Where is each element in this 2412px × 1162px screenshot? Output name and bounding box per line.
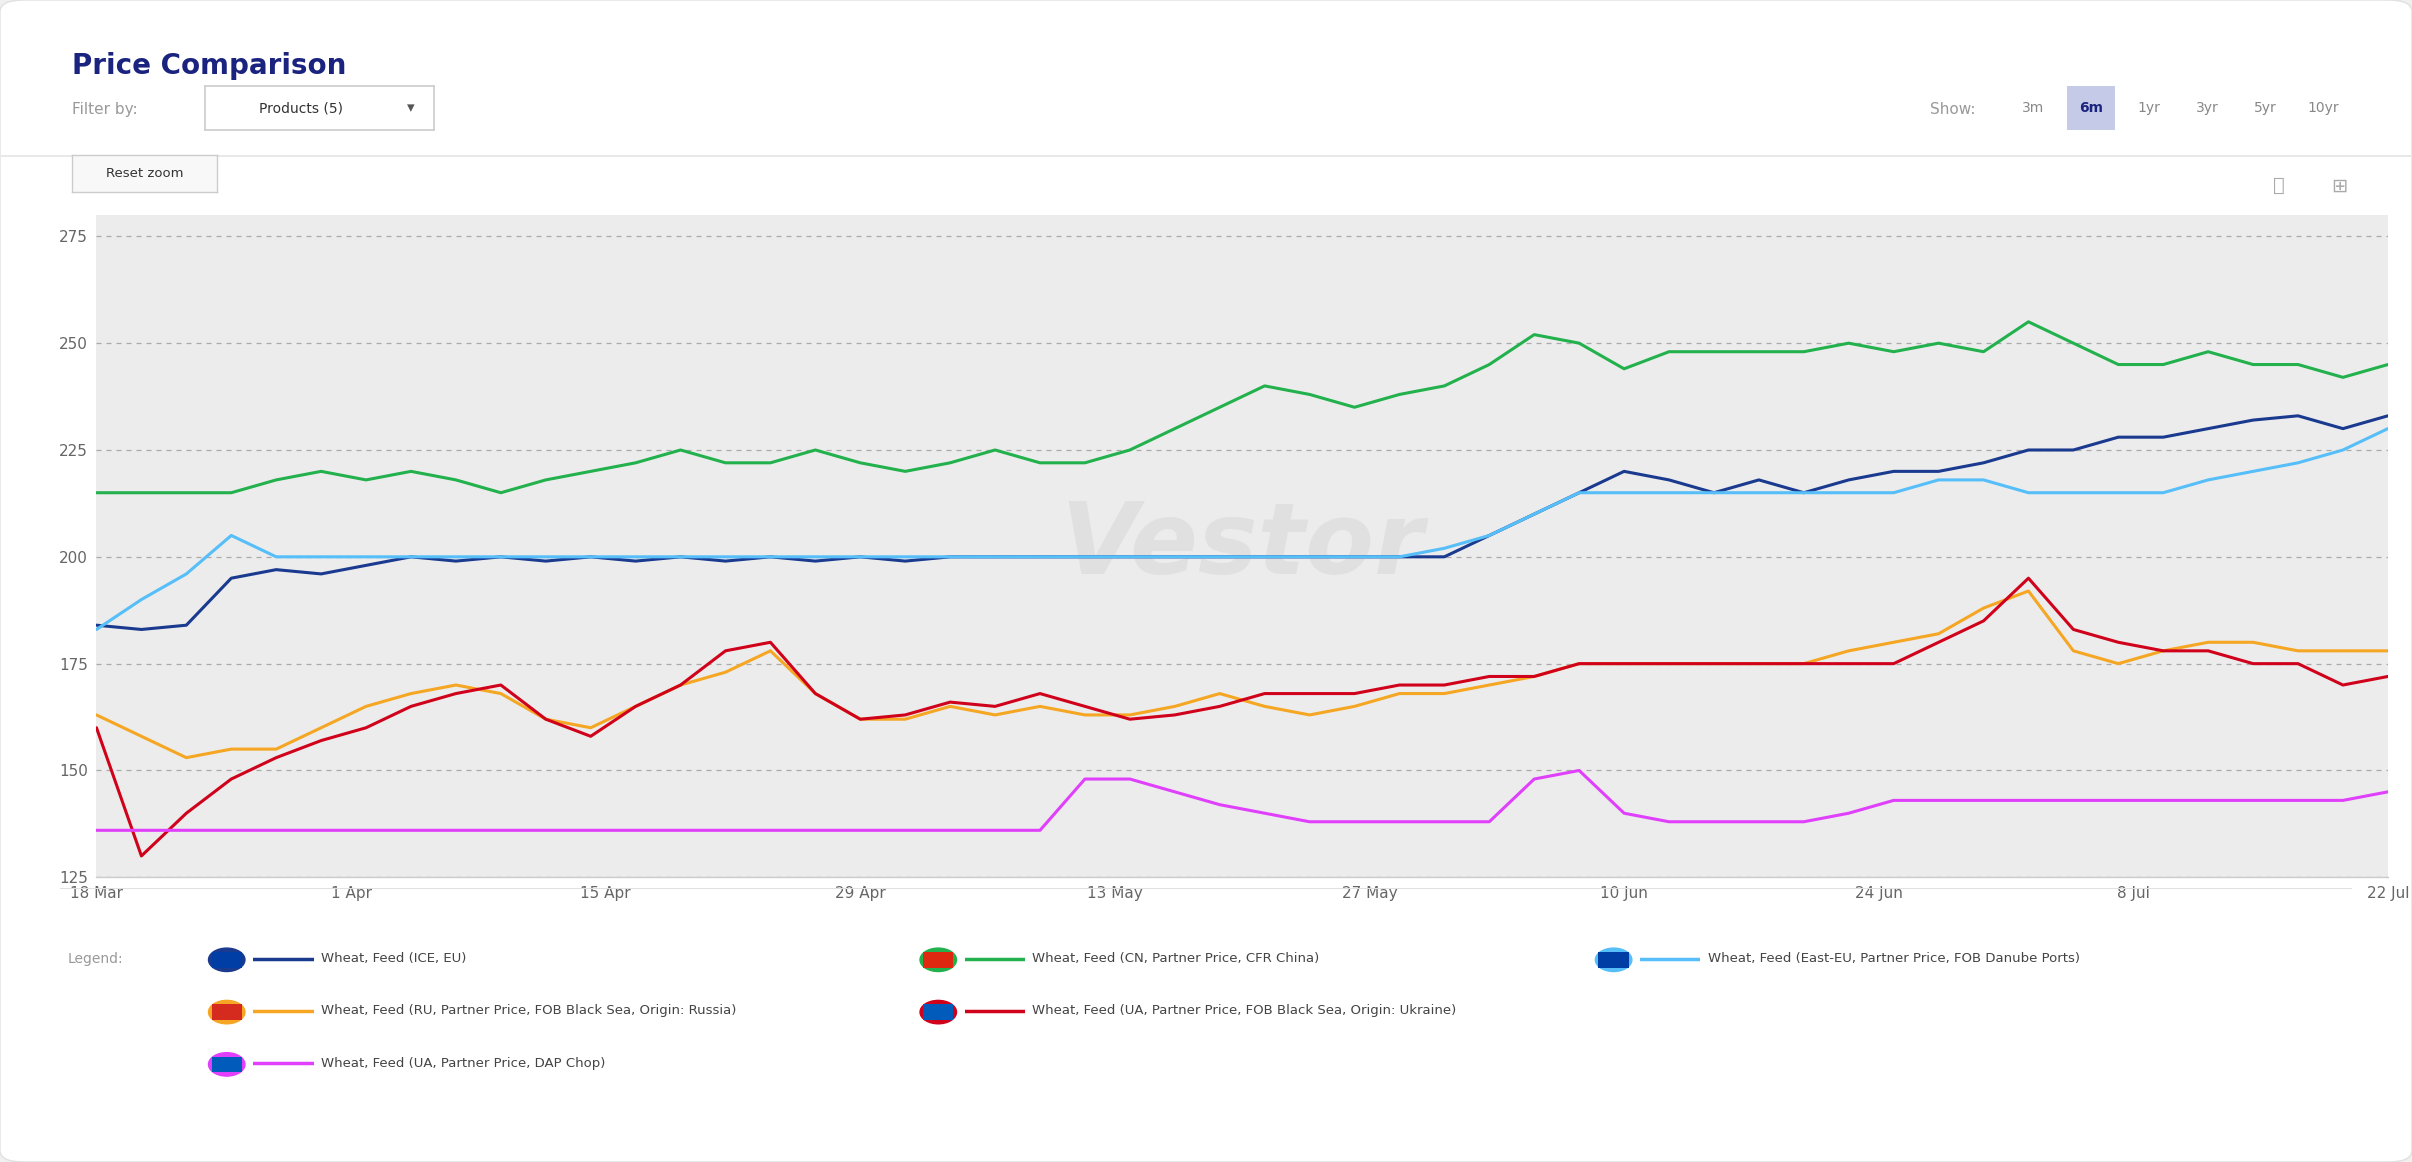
Text: Wheat, Feed (CN, Partner Price, CFR China): Wheat, Feed (CN, Partner Price, CFR Chin… [1032, 952, 1319, 966]
Circle shape [919, 948, 958, 971]
Text: 1yr: 1yr [2137, 101, 2161, 115]
Text: 3m: 3m [2021, 101, 2045, 115]
Text: Products (5): Products (5) [258, 101, 343, 115]
Text: Wheat, Feed (UA, Partner Price, DAP Chop): Wheat, Feed (UA, Partner Price, DAP Chop… [321, 1056, 605, 1070]
Text: Vestor: Vestor [1061, 497, 1423, 595]
Text: Price Comparison: Price Comparison [72, 52, 347, 80]
FancyBboxPatch shape [212, 1056, 241, 1073]
Text: Wheat, Feed (UA, Partner Price, FOB Black Sea, Origin: Ukraine): Wheat, Feed (UA, Partner Price, FOB Blac… [1032, 1004, 1457, 1018]
Text: Wheat, Feed (ICE, EU): Wheat, Feed (ICE, EU) [321, 952, 466, 966]
Text: 10yr: 10yr [2306, 101, 2340, 115]
FancyBboxPatch shape [924, 1004, 953, 1020]
Text: 3yr: 3yr [2195, 101, 2219, 115]
Text: Wheat, Feed (RU, Partner Price, FOB Black Sea, Origin: Russia): Wheat, Feed (RU, Partner Price, FOB Blac… [321, 1004, 736, 1018]
Text: ▾: ▾ [408, 101, 415, 115]
Text: Wheat, Feed (East-EU, Partner Price, FOB Danube Ports): Wheat, Feed (East-EU, Partner Price, FOB… [1708, 952, 2079, 966]
Text: ⊞: ⊞ [2332, 177, 2347, 195]
Circle shape [1594, 948, 1633, 971]
Text: Filter by:: Filter by: [72, 102, 137, 116]
Circle shape [207, 1000, 246, 1024]
FancyBboxPatch shape [212, 1004, 241, 1020]
Circle shape [919, 1000, 958, 1024]
Text: Legend:: Legend: [68, 952, 123, 966]
FancyBboxPatch shape [1599, 952, 1628, 968]
Text: 💬: 💬 [2275, 177, 2284, 195]
Text: 5yr: 5yr [2253, 101, 2277, 115]
Text: Show:: Show: [1930, 102, 1975, 116]
Text: Reset zoom: Reset zoom [106, 166, 183, 180]
Circle shape [207, 948, 246, 971]
FancyBboxPatch shape [212, 952, 241, 968]
Text: 6m: 6m [2079, 101, 2103, 115]
FancyBboxPatch shape [924, 952, 953, 968]
Circle shape [207, 1053, 246, 1076]
